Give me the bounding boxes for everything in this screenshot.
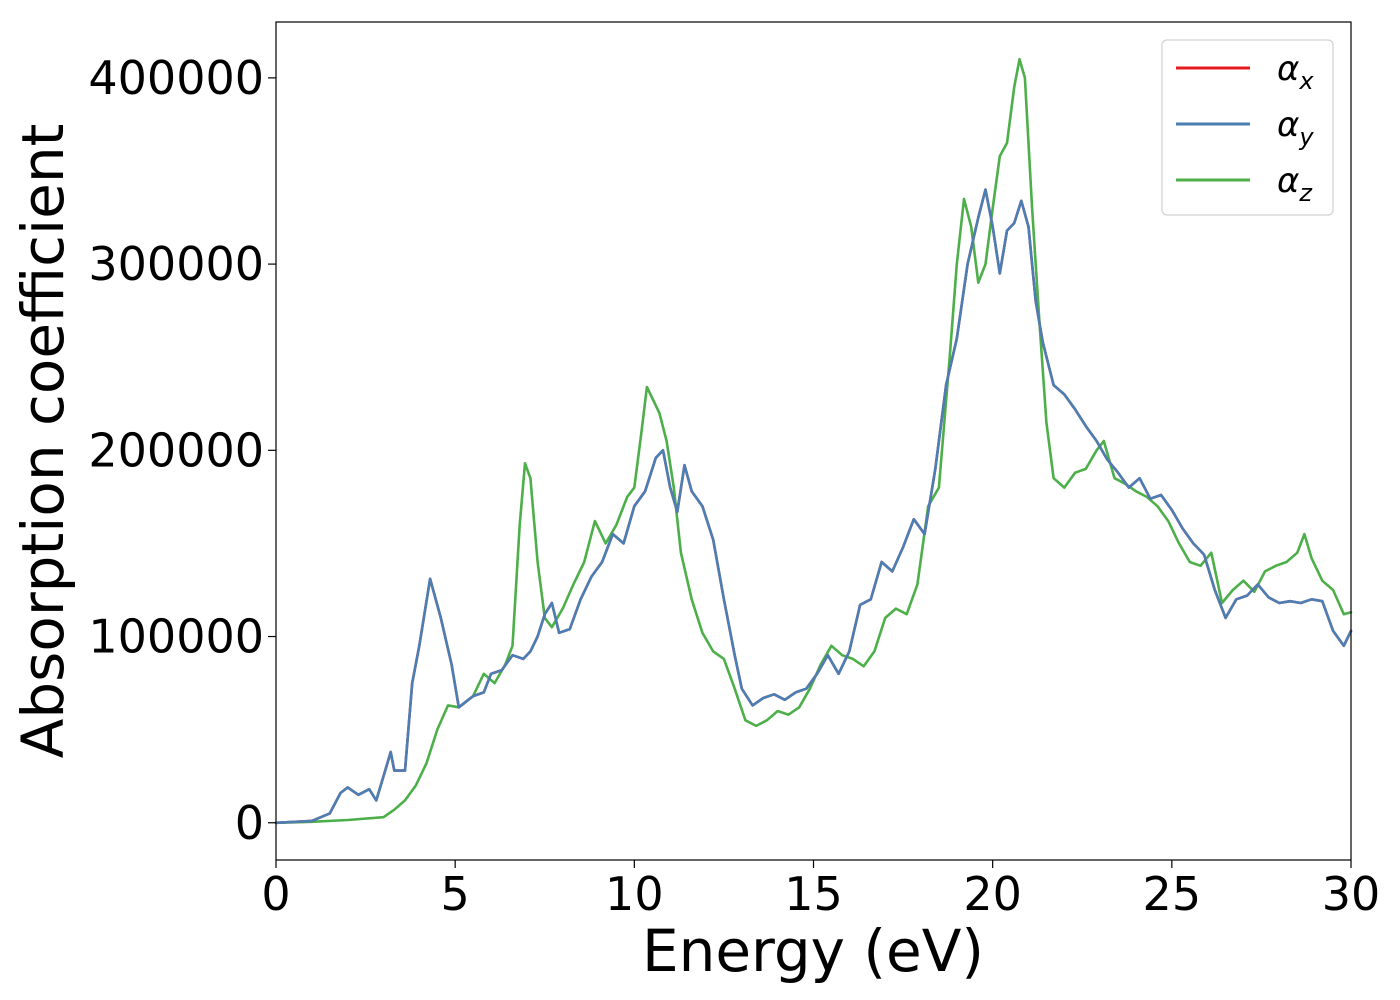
legend-label-z: αz	[1277, 161, 1313, 207]
y-axis: 0 100000 200000 300000 400000	[88, 51, 276, 850]
y-tick-label: 400000	[88, 51, 264, 105]
y-axis-label: Absorption coefficient	[9, 124, 77, 759]
x-axis-label: Energy (eV)	[642, 917, 984, 985]
y-tick-label: 200000	[88, 423, 264, 477]
x-tick-label: 0	[261, 867, 290, 921]
legend-label-x: αx	[1277, 49, 1314, 95]
legend-label-y: αy	[1277, 105, 1314, 151]
y-tick-label: 0	[235, 796, 264, 850]
x-tick-label: 5	[441, 867, 470, 921]
x-tick-label: 15	[784, 867, 843, 921]
x-tick-label: 20	[963, 867, 1022, 921]
x-tick-label: 30	[1322, 867, 1381, 921]
legend: αx αy αz	[1161, 39, 1334, 216]
series-line-y	[274, 188, 1353, 825]
series-layer	[274, 57, 1353, 825]
x-tick-label: 10	[605, 867, 664, 921]
y-tick-label: 100000	[88, 610, 264, 664]
series-line-z	[274, 57, 1353, 825]
x-axis: 0 5 10 15 20 25 30	[261, 860, 1380, 921]
x-tick-label: 25	[1143, 867, 1202, 921]
legend-box	[1161, 39, 1334, 216]
y-tick-label: 300000	[88, 237, 264, 291]
